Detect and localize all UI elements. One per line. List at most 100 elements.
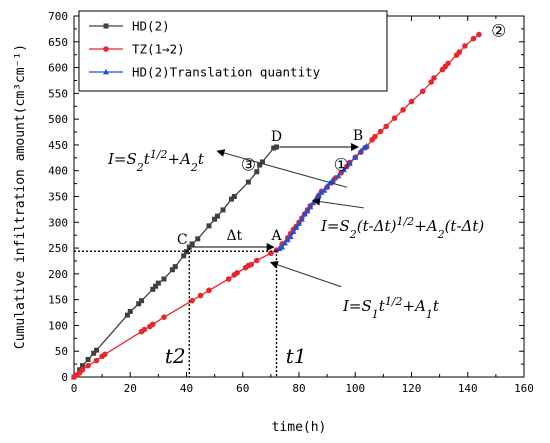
data-point: [284, 236, 291, 243]
x-axis-title: time(h): [272, 420, 327, 435]
data-point: [79, 363, 85, 369]
data-point: [189, 241, 195, 247]
data-point: [301, 210, 308, 217]
data-point: [141, 326, 148, 333]
region-marker-2: ②: [491, 21, 506, 41]
data-point: [428, 79, 434, 85]
data-point: [79, 366, 86, 373]
data-point: [259, 159, 265, 165]
point-label-a: A: [270, 228, 282, 244]
data-point: [248, 261, 254, 268]
data-point: [315, 192, 322, 198]
data-point: [195, 236, 201, 242]
y-axis-title: Cumulative infiltration amount(cm³cm⁻¹): [13, 44, 28, 349]
region-marker-1: ①: [334, 156, 349, 176]
data-point: [304, 207, 311, 214]
y-tick-label: 50: [55, 345, 68, 358]
data-point: [445, 60, 451, 67]
data-point: [206, 287, 212, 294]
data-point: [139, 298, 144, 304]
legend-marker: [103, 23, 109, 29]
data-point: [293, 224, 300, 230]
arrow-eq-translated: [312, 197, 364, 209]
data-point: [408, 98, 415, 105]
data-point: [274, 144, 279, 150]
data-point: [77, 367, 83, 373]
arrow-eq-hd: [216, 149, 347, 188]
data-point: [186, 244, 192, 250]
y-tick-label: 400: [48, 165, 68, 178]
arrow-eq-tz: [269, 261, 342, 288]
data-point: [287, 233, 294, 240]
data-point: [161, 314, 167, 320]
data-point: [161, 276, 167, 282]
y-tick-label: 150: [48, 294, 68, 307]
data-point: [363, 142, 370, 149]
data-point: [296, 220, 302, 226]
data-point: [149, 321, 156, 328]
data-point: [281, 239, 288, 246]
data-point: [257, 162, 263, 168]
data-point: [93, 357, 100, 364]
x-tick-label: 160: [514, 382, 534, 395]
data-point: [352, 154, 359, 160]
data-point: [462, 43, 468, 49]
x-tick-label: 120: [402, 382, 422, 395]
legend-label: HD(2)Translation quantity: [132, 65, 321, 80]
y-tick-label: 300: [48, 216, 68, 229]
y-tick-label: 450: [48, 139, 68, 152]
point-label-c: C: [177, 232, 188, 248]
data-point: [419, 88, 426, 95]
data-point: [254, 169, 260, 175]
data-point: [324, 182, 331, 189]
data-point: [214, 213, 220, 219]
data-point: [197, 292, 204, 299]
y-tick-label: 350: [48, 191, 68, 204]
data-point: [85, 356, 91, 362]
y-tick-label: 500: [48, 113, 68, 126]
delta-t-label: Δt: [226, 228, 242, 244]
x-tick-label: 140: [458, 382, 478, 395]
data-point: [181, 253, 187, 259]
data-point: [346, 160, 353, 166]
equation-translated: I=S2(t-Δt)1/2+A2(t-Δt): [320, 215, 484, 241]
data-point: [102, 351, 108, 358]
data-point: [169, 267, 175, 273]
region-marker-3: ③: [241, 156, 256, 176]
data-point: [360, 144, 367, 151]
data-point: [377, 128, 384, 135]
y-tick-label: 550: [48, 87, 68, 100]
legend-label: HD(2): [132, 19, 170, 34]
y-tick-label: 200: [48, 268, 68, 281]
legend-marker: [103, 68, 109, 75]
data-point: [271, 145, 277, 151]
data-point: [153, 283, 159, 289]
data-point: [124, 312, 130, 318]
x-tick-label: 80: [292, 382, 305, 395]
data-point: [155, 280, 161, 286]
x-tick-label: 100: [345, 382, 365, 395]
legend-box: [78, 10, 388, 92]
data-point: [307, 203, 314, 210]
legend-item-1: TZ(1→2): [89, 42, 185, 57]
data-point: [231, 194, 237, 199]
data-point: [268, 250, 274, 257]
point-label-d: D: [271, 129, 282, 145]
data-point: [127, 309, 133, 315]
data-point: [290, 228, 297, 234]
data-point: [335, 172, 342, 179]
y-tick-label: 650: [48, 36, 68, 49]
x-tick-label: 0: [71, 382, 78, 395]
t1-label: t1: [286, 344, 307, 368]
point-label-b: B: [353, 128, 363, 144]
data-point: [298, 215, 305, 222]
data-point: [321, 187, 328, 193]
y-tick-label: 250: [48, 242, 68, 255]
data-point: [245, 179, 251, 185]
data-point: [189, 297, 195, 304]
data-point: [476, 31, 482, 38]
legend-item-2: HD(2)Translation quantity: [89, 65, 321, 80]
legend-label: TZ(1→2): [132, 42, 185, 57]
